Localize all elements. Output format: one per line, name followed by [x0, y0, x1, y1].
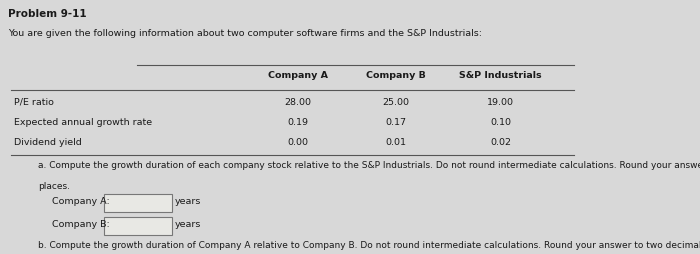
- FancyBboxPatch shape: [104, 217, 172, 235]
- Text: P/E ratio: P/E ratio: [14, 98, 54, 107]
- Text: b. Compute the growth duration of Company A relative to Company B. Do not round : b. Compute the growth duration of Compan…: [38, 241, 700, 250]
- Text: 0.10: 0.10: [490, 118, 511, 127]
- Text: 0.02: 0.02: [490, 138, 511, 147]
- Text: places.: places.: [38, 182, 71, 190]
- Text: Dividend yield: Dividend yield: [14, 138, 82, 147]
- Text: 0.01: 0.01: [385, 138, 406, 147]
- Text: 19.00: 19.00: [487, 98, 514, 107]
- FancyBboxPatch shape: [104, 194, 172, 212]
- Text: Company A:: Company A:: [52, 197, 111, 206]
- Text: years: years: [175, 220, 202, 229]
- Text: 28.00: 28.00: [284, 98, 311, 107]
- Text: a. Compute the growth duration of each company stock relative to the S&P Industr: a. Compute the growth duration of each c…: [38, 161, 700, 170]
- Text: 25.00: 25.00: [382, 98, 409, 107]
- Text: You are given the following information about two computer software firms and th: You are given the following information …: [8, 29, 482, 38]
- Text: Company A: Company A: [267, 71, 328, 80]
- Text: 0.00: 0.00: [287, 138, 308, 147]
- Text: Company B:: Company B:: [52, 220, 111, 229]
- Text: Company B: Company B: [365, 71, 426, 80]
- Text: Problem 9-11: Problem 9-11: [8, 9, 87, 19]
- Text: years: years: [175, 197, 202, 206]
- Text: 0.17: 0.17: [385, 118, 406, 127]
- Text: Expected annual growth rate: Expected annual growth rate: [14, 118, 152, 127]
- Text: S&P Industrials: S&P Industrials: [459, 71, 542, 80]
- Text: 0.19: 0.19: [287, 118, 308, 127]
